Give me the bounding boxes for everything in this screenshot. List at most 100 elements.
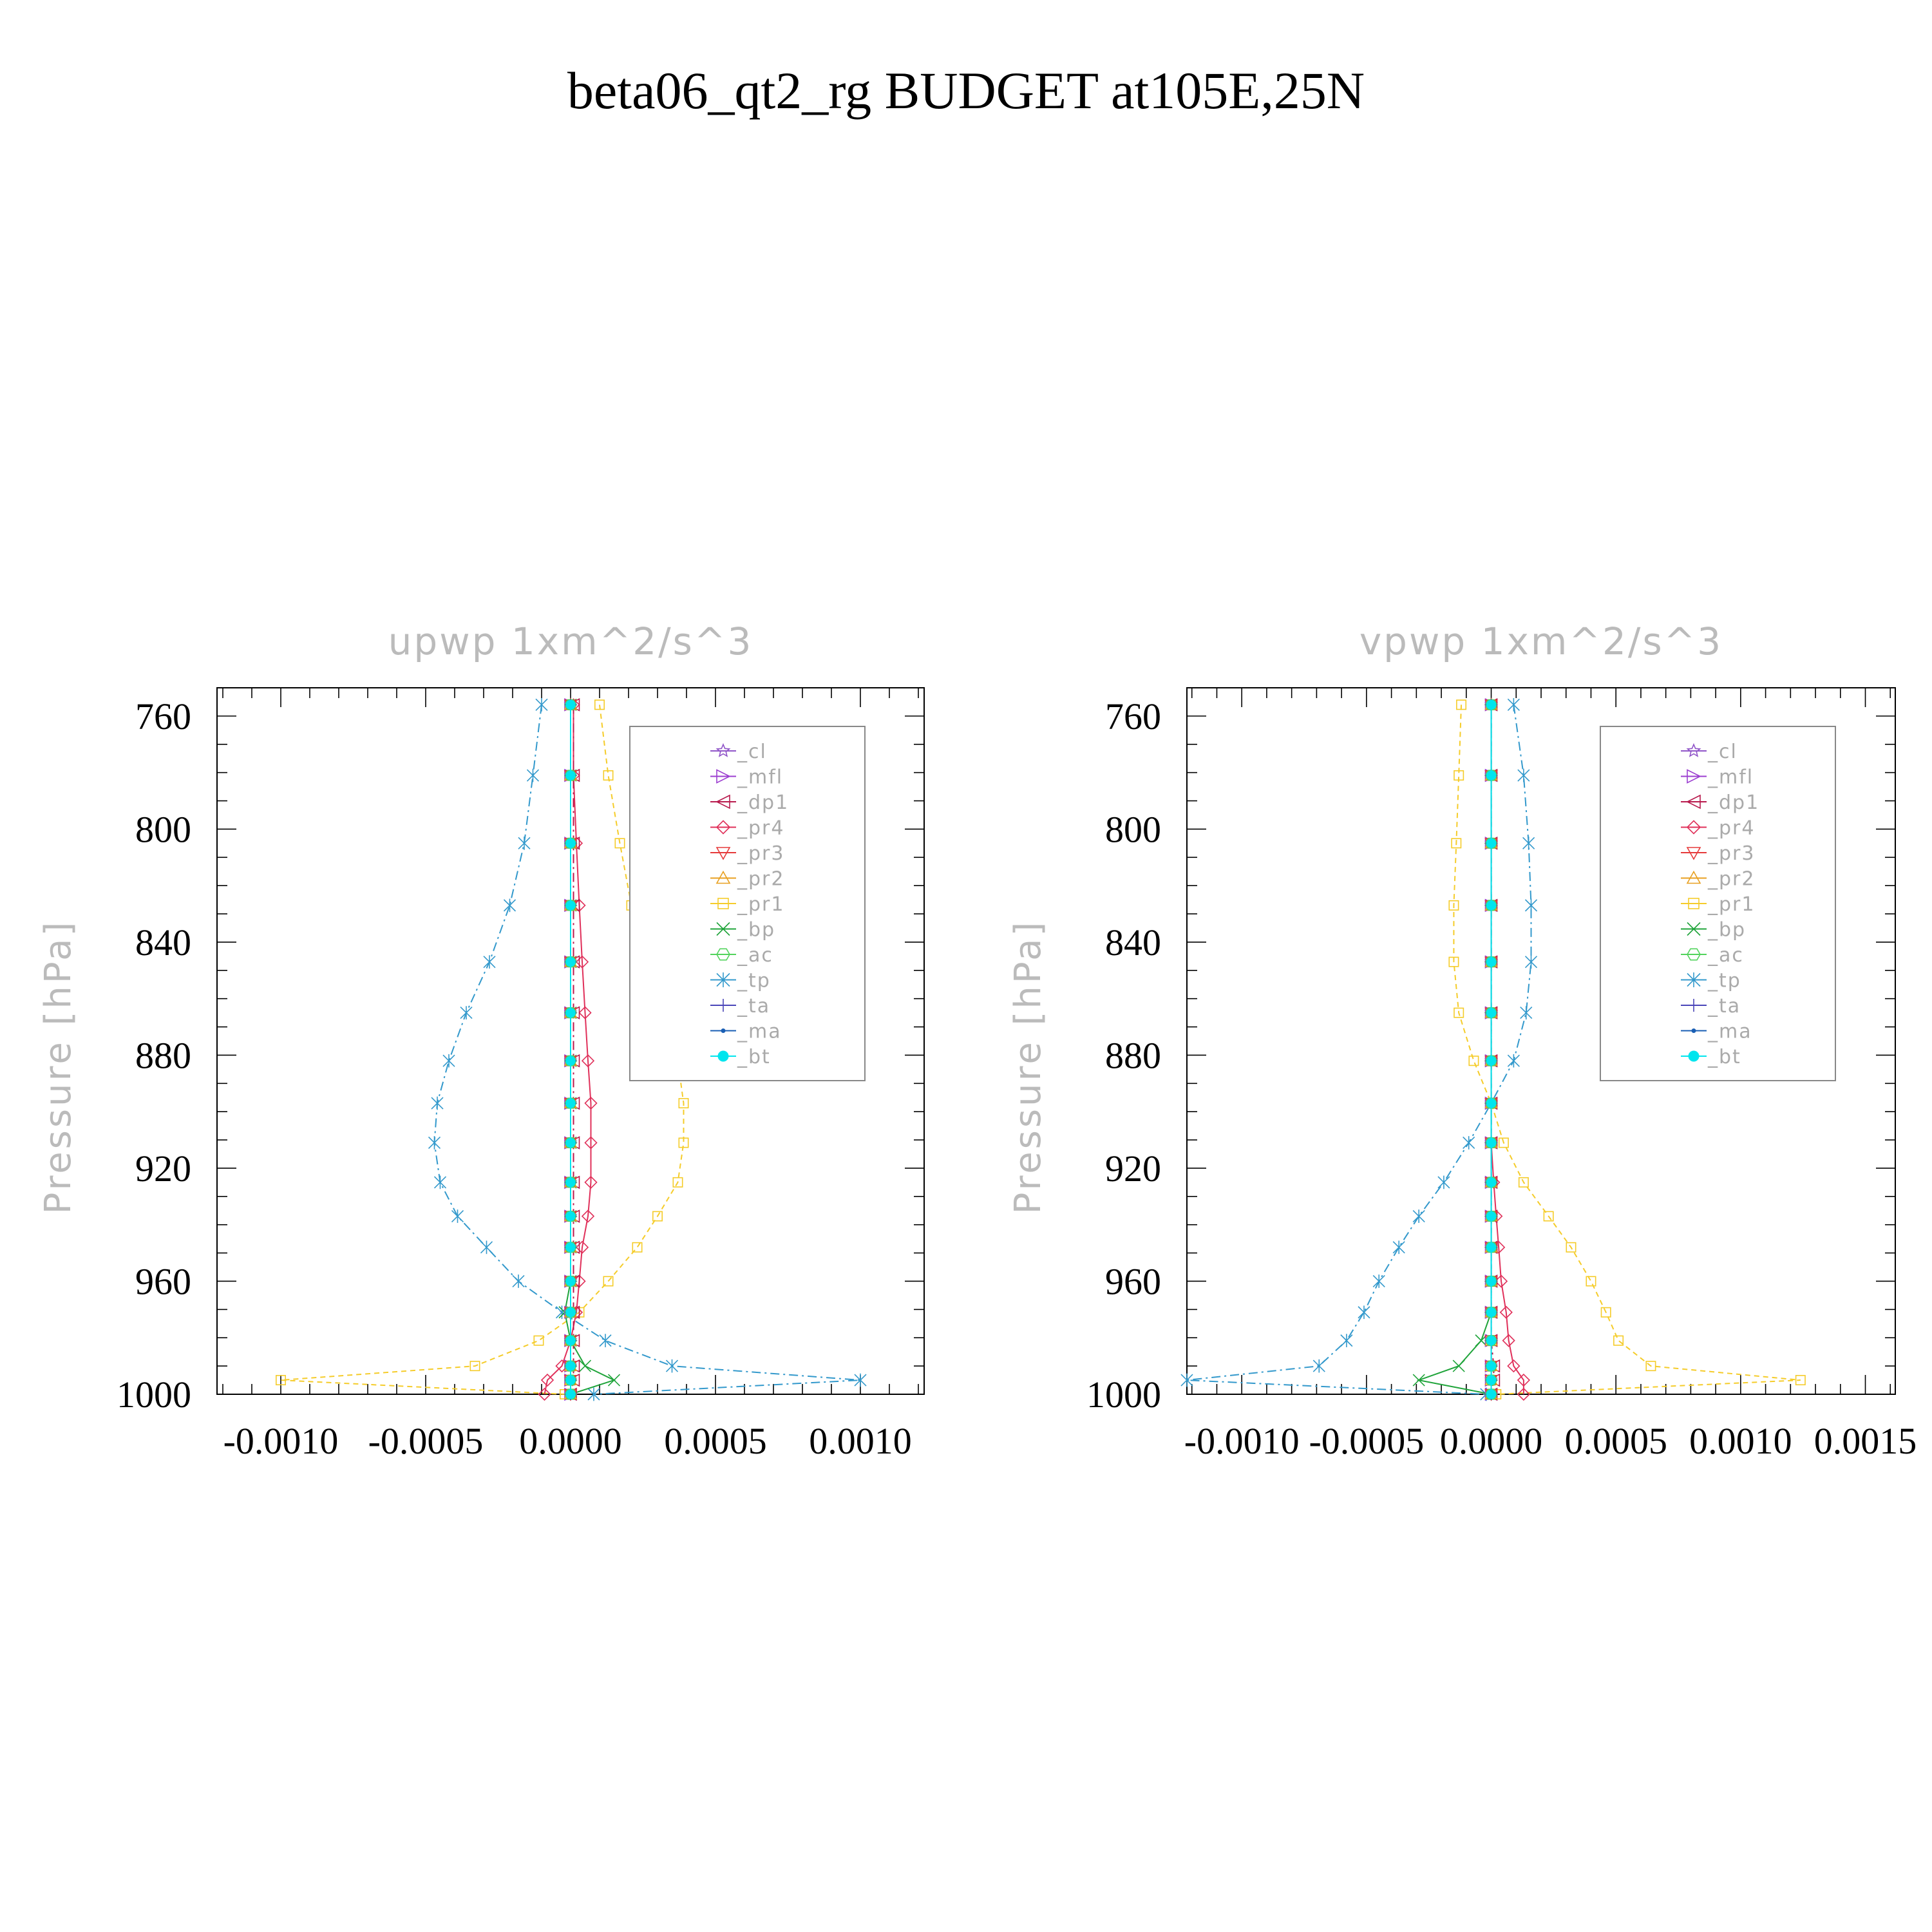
data-point-pr4: [540, 1373, 554, 1387]
data-point-tp: [1372, 1274, 1385, 1288]
data-point-tp: [431, 1096, 444, 1110]
legend-marker-cl: [1686, 743, 1701, 757]
legend-marker-ta: [717, 999, 730, 1012]
series-pr1: [275, 699, 689, 1400]
legend-marker-pr2: [1686, 870, 1701, 884]
data-point-tp: [854, 1373, 867, 1387]
series-bp: [558, 698, 621, 1401]
legend-entry-ac: _ac: [710, 944, 772, 967]
figure-title: beta06_qt2_rg BUDGET at105E,25N: [567, 61, 1365, 120]
series-line-pr1: [1453, 705, 1801, 1395]
legend-label-ma: _ma: [737, 1021, 782, 1043]
legend-label-bt: _bt: [1707, 1046, 1741, 1068]
data-point-pr4: [575, 1240, 589, 1254]
data-point-pr4: [584, 1175, 598, 1189]
data-point-pr4: [581, 1209, 595, 1223]
data-point-bt: [565, 1389, 576, 1399]
data-point-bt: [565, 1276, 576, 1287]
panel-upwp: upwp 1xm^2/s^3 Pressure [hPa] -0.0010 -0.00…: [37, 620, 925, 1462]
data-point-bt: [1486, 1335, 1497, 1346]
series-line-bp: [1416, 705, 1492, 1395]
data-point-tp: [512, 1274, 525, 1288]
data-point-bt: [1486, 1098, 1497, 1108]
legend-marker-bt: [717, 1050, 729, 1062]
data-point-tp: [1522, 836, 1535, 850]
data-point-bt: [1486, 956, 1497, 967]
legend-box: [629, 726, 866, 1081]
data-point-pr1: [1451, 838, 1462, 849]
legend-entry-tp: _tp: [710, 970, 770, 992]
data-point-tp: [1524, 898, 1538, 913]
data-point-tp: [442, 1054, 455, 1068]
series-line-bp: [564, 705, 616, 1395]
data-point-pr1: [1613, 1335, 1624, 1346]
data-point-pr1: [1448, 900, 1459, 911]
legend: _cl _mfl_dp1 _pr4_pr3 _pr2_pr1 _bp_ac _tp _ta _…: [629, 726, 866, 1081]
legend-entry-cl: _cl: [1681, 741, 1736, 763]
legend-label-pr3: _pr3: [737, 842, 784, 865]
data-point-tp: [433, 1175, 447, 1189]
legend-entry-ta: _ta: [710, 995, 769, 1018]
legend: _cl _mfl_dp1 _pr4_pr3 _pr2_pr1 _bp_ac _tp _ta _…: [1600, 726, 1836, 1081]
legend-entry-mfl: _mfl: [1681, 766, 1752, 789]
legend-marker-pr3: [1686, 847, 1701, 860]
data-point-bp: [607, 1374, 621, 1387]
series-bp: [1412, 698, 1498, 1401]
legend-marker-bp: [716, 922, 730, 936]
data-point-bt: [1486, 1056, 1497, 1066]
series-bt: [565, 699, 576, 1399]
data-point-bt: [1486, 699, 1497, 710]
x-tick-label: 0.0000: [1440, 1420, 1543, 1462]
data-point-bt: [1486, 838, 1497, 848]
data-point-pr1: [1645, 1361, 1656, 1372]
data-point-bt: [565, 1335, 576, 1346]
legend-entry-tp: _tp: [1681, 970, 1740, 992]
legend-marker-pr1: [1688, 898, 1700, 909]
data-point-pr4: [1517, 1387, 1531, 1401]
data-point-bt: [1486, 1007, 1497, 1018]
legend-marker-ac: [1687, 948, 1701, 961]
data-point-tp: [460, 1006, 473, 1019]
data-point-pr1: [594, 699, 605, 710]
series-line-tp: [433, 705, 861, 1395]
data-point-pr1: [1456, 699, 1467, 710]
series-pr4: [1484, 698, 1531, 1401]
legend-marker-pr4: [1686, 820, 1701, 835]
data-point-pr1: [1566, 1242, 1577, 1253]
y-tick-label: 800: [1105, 808, 1161, 850]
data-point-pr1: [469, 1361, 480, 1372]
data-point-pr1: [1543, 1211, 1554, 1222]
data-point-bt: [565, 1056, 576, 1066]
data-point-bt: [565, 1242, 576, 1253]
legend-marker-ma: [1691, 1028, 1696, 1033]
legend-box: [1600, 726, 1836, 1081]
data-point-bt: [1486, 1389, 1497, 1399]
legend-marker-pr3: [715, 847, 731, 860]
legend-label-bp: _bp: [1707, 919, 1746, 942]
data-point-tp: [587, 1387, 600, 1401]
data-point-pr1: [603, 1276, 614, 1287]
legend-marker-ma: [721, 1028, 726, 1033]
legend-marker-dp1: [715, 794, 730, 810]
data-point-bt: [1486, 900, 1497, 911]
legend-label-pr4: _pr4: [1707, 817, 1755, 840]
data-point-bt: [1486, 1242, 1497, 1253]
data-point-bt: [565, 1211, 576, 1222]
legend-label-pr4: _pr4: [737, 817, 784, 840]
legend-label-pr1: _pr1: [737, 893, 784, 916]
data-point-pr4: [578, 1006, 592, 1019]
legend-marker-pr2: [715, 870, 731, 884]
data-point-bt: [1486, 1307, 1497, 1318]
data-point-pr4: [584, 1096, 598, 1110]
legend-marker-mfl: [716, 769, 731, 784]
legend-label-ac: _ac: [1707, 944, 1744, 967]
data-point-tp: [599, 1334, 612, 1347]
data-point-bp: [1452, 1359, 1465, 1372]
legend-entry-mfl: _mfl: [710, 766, 782, 789]
legend-marker-pr4: [715, 820, 731, 835]
data-point-tp: [535, 697, 548, 712]
panel-vpwp: vpwp 1xm^2/s^3 Pressure [hPa] -0.0010 -0.00…: [1007, 620, 1917, 1462]
data-point-pr4: [1502, 1334, 1515, 1347]
legend-label-dp1: _dp1: [1707, 791, 1759, 814]
x-tick-label: -0.0005: [1309, 1420, 1424, 1462]
